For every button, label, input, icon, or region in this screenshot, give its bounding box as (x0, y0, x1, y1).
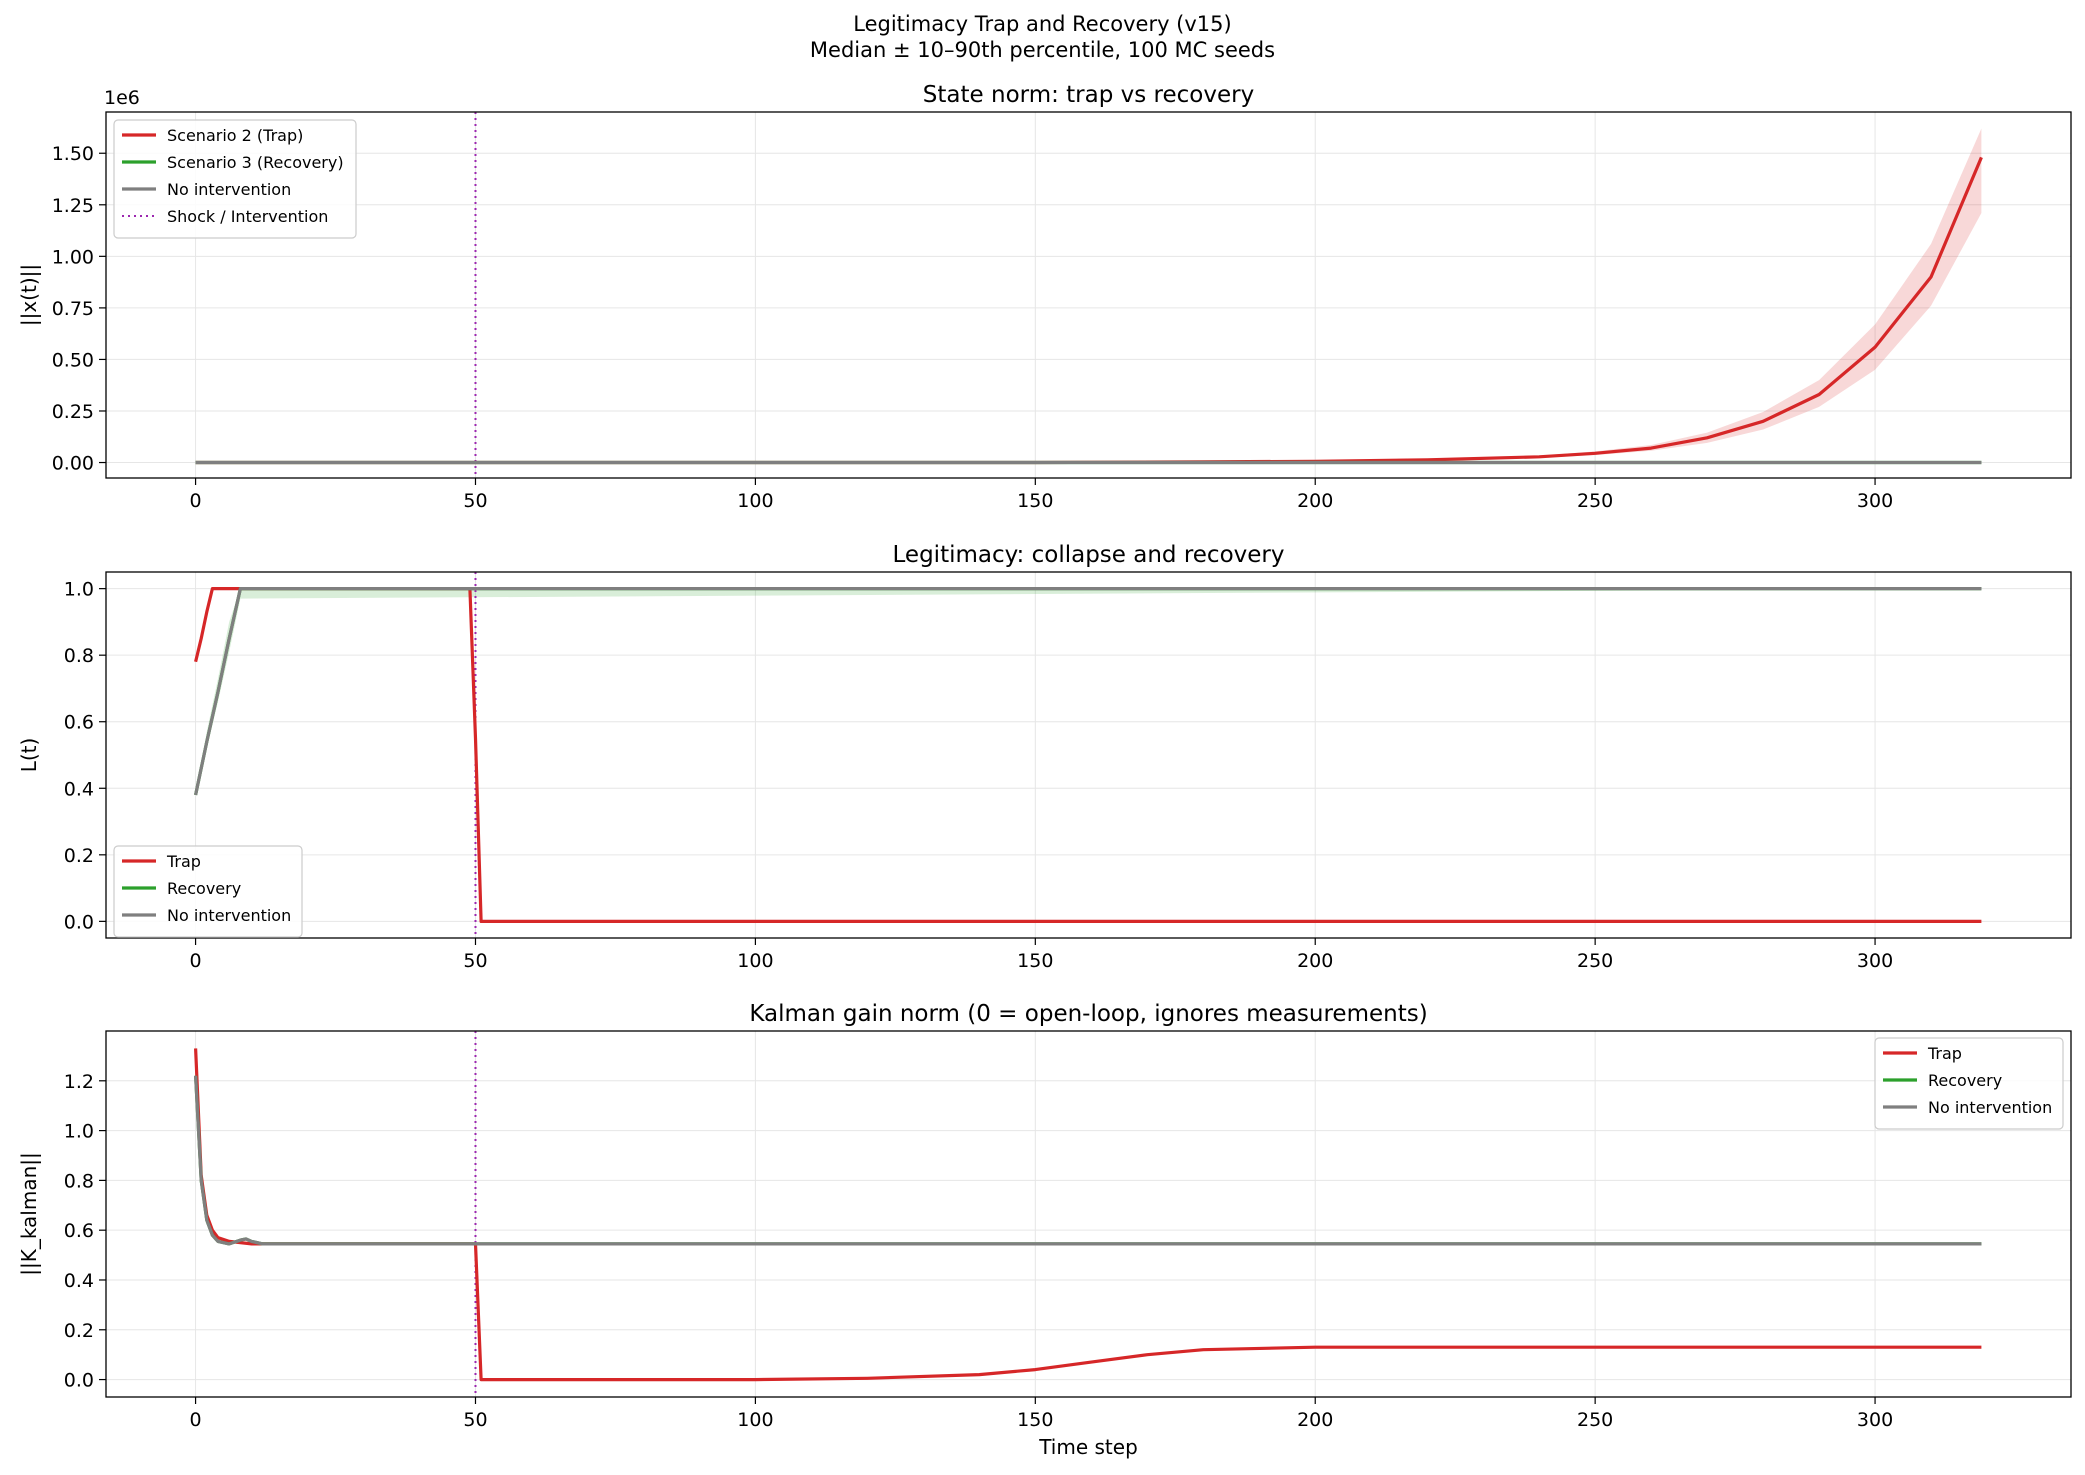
x-tick-label: 100 (737, 490, 773, 512)
x-tick-label: 50 (463, 1409, 487, 1431)
x-tick-label: 200 (1297, 490, 1333, 512)
y-tick-label: 0.8 (64, 645, 94, 667)
y-axis-label: L(t) (17, 738, 41, 773)
legend: Trap Recovery No intervention (113, 845, 303, 938)
y-axis-label: ||x(t)|| (17, 264, 41, 326)
x-tick-label: 250 (1577, 1409, 1613, 1431)
legend-label: Recovery (1928, 1071, 2002, 1090)
legend-label: Recovery (167, 879, 241, 898)
legend-label: Trap (1927, 1044, 1962, 1063)
y-tick-label: 0.6 (64, 1220, 94, 1242)
axes-frame (105, 1030, 2072, 1398)
figure-title: Legitimacy Trap and Recovery (v15) (853, 12, 1232, 36)
x-tick-label: 150 (1017, 950, 1053, 972)
panel-title: State norm: trap vs recovery (923, 82, 1254, 108)
y-tick-label: 0.0 (64, 911, 94, 933)
legend-box (1874, 1037, 2064, 1130)
x-tick-label: 250 (1577, 490, 1613, 512)
y-tick-label: 0.4 (64, 1270, 94, 1292)
y-tick-label: 0.0 (64, 1370, 94, 1392)
axes-frame (105, 571, 2072, 939)
series-line-no_intervention (194, 586, 1982, 796)
chart-panel-3: 0 50 100 150 200 250 300 0.0 0.2 0.4 0.6 0.8 1.0 1.2 K… (17, 1001, 2072, 1459)
y-tick-label: 1.50 (52, 143, 94, 165)
panel-title: Legitimacy: collapse and recovery (893, 542, 1285, 568)
legend: Trap Recovery No intervention (1874, 1037, 2064, 1130)
y-tick-label: 1.0 (64, 579, 94, 601)
y-axis-label: ||K_kalman|| (17, 1152, 41, 1276)
legend-label: No intervention (1928, 1098, 2052, 1117)
legend-label: Scenario 3 (Recovery) (167, 153, 344, 172)
y-tick-label: 0.75 (52, 298, 94, 320)
x-tick-label: 150 (1017, 490, 1053, 512)
x-tick-label: 50 (463, 950, 487, 972)
y-tick-label: 0.8 (64, 1170, 94, 1192)
legend-label: Trap (166, 852, 201, 871)
x-tick-label: 200 (1297, 950, 1333, 972)
y-tick-label: 1.0 (64, 1121, 94, 1143)
plot-area (194, 1031, 1982, 1397)
x-tick-label: 200 (1297, 1409, 1333, 1431)
band-trap (195, 128, 1982, 463)
y-tick-label: 0.2 (64, 1320, 94, 1342)
legend-label: Scenario 2 (Trap) (167, 126, 303, 145)
y-tick-label: 0.6 (64, 712, 94, 734)
x-tick-label: 300 (1857, 950, 1893, 972)
chart-panel-1: 0 50 100 150 200 250 300 0.00 0.25 0.50 0.75 1.00 1.… (17, 82, 2072, 512)
legend-box (113, 845, 303, 938)
series-line-recovery (194, 586, 1982, 796)
y-tick-label: 0.25 (52, 401, 94, 423)
axes-frame (105, 111, 2072, 479)
legend: Scenario 2 (Trap) Scenario 3 (Recovery) No… (113, 119, 357, 239)
series-line-recovery (194, 1075, 1982, 1246)
x-tick-label: 100 (737, 1409, 773, 1431)
x-tick-label: 150 (1017, 1409, 1053, 1431)
chart-panel-2: 0 50 100 150 200 250 300 0.0 0.2 0.4 0.6 0.8 1.0 Legi… (17, 542, 2072, 972)
y-tick-label: 0.50 (52, 349, 94, 371)
x-tick-label: 50 (463, 490, 487, 512)
y-tick-label: 1.25 (52, 195, 94, 217)
x-tick-label: 300 (1857, 1409, 1893, 1431)
legend-box (113, 119, 357, 239)
legend-label: No intervention (167, 180, 291, 199)
panel-title: Kalman gain norm (0 = open-loop, ignores… (749, 1001, 1427, 1027)
legend-label: Shock / Intervention (167, 207, 328, 226)
y-tick-label: 0.4 (64, 778, 94, 800)
x-tick-label: 0 (190, 1409, 202, 1431)
series-line-trap (195, 156, 1983, 465)
x-tick-label: 300 (1857, 490, 1893, 512)
x-axis-label: Time step (1038, 1435, 1138, 1459)
y-offset-label: 1e6 (104, 87, 140, 109)
y-tick-label: 0.00 (52, 453, 94, 475)
x-tick-label: 100 (737, 950, 773, 972)
x-tick-label: 250 (1577, 950, 1613, 972)
band-recovery (195, 588, 1982, 795)
y-tick-label: 1.2 (64, 1071, 94, 1093)
plot-area (195, 112, 1983, 478)
figure-subtitle: Median ± 10–90th percentile, 100 MC seed… (809, 38, 1276, 62)
legend-label: No intervention (167, 906, 291, 925)
series-line-no_intervention (194, 1075, 1982, 1246)
y-tick-label: 1.00 (52, 246, 94, 268)
plot-area (194, 572, 1982, 938)
series-line-trap (194, 586, 1982, 924)
y-tick-label: 0.2 (64, 845, 94, 867)
x-tick-label: 0 (190, 950, 202, 972)
x-tick-label: 0 (190, 490, 202, 512)
